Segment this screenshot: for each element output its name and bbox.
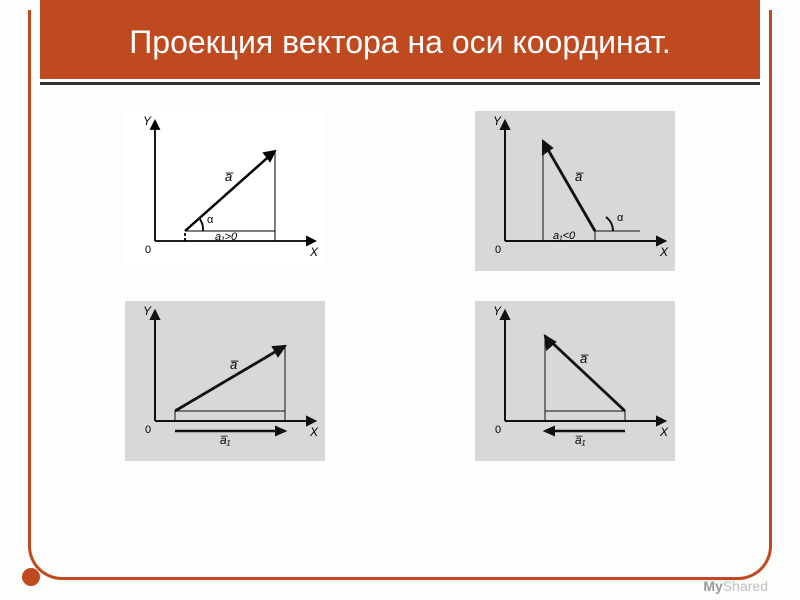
content-area: 0 X Y a̅ α a₁>0 — [0, 111, 800, 511]
corner-dot-icon — [22, 568, 40, 586]
diagram-grid: 0 X Y a̅ α a₁>0 — [90, 111, 710, 461]
y-axis-label: Y — [493, 304, 502, 318]
angle-label: α — [617, 212, 624, 224]
diagram-tr: 0 X Y a̅ α a₁<0 — [440, 111, 710, 271]
x-axis-label: X — [659, 245, 669, 259]
y-axis-label: Y — [143, 304, 152, 318]
origin-label: 0 — [145, 244, 151, 256]
x-axis-label: X — [309, 425, 319, 439]
origin-label: 0 — [495, 244, 501, 256]
diagram-tl: 0 X Y a̅ α a₁>0 — [90, 111, 360, 271]
watermark-suffix: Shared — [723, 578, 768, 594]
title-underline — [40, 82, 760, 85]
projection-label: a₁>0 — [215, 231, 238, 243]
diagram-bl: 0 X Y a̅ a̅₁ — [90, 301, 360, 461]
projection-label: a̅₁ — [220, 433, 231, 447]
watermark: MyShared — [703, 578, 768, 594]
angle-label: α — [207, 214, 214, 226]
title-bar: Проекция вектора на оси координат. — [40, 0, 760, 81]
projection-label: a̅₁ — [575, 433, 586, 447]
y-axis-label: Y — [143, 114, 152, 128]
projection-label: a₁<0 — [553, 230, 576, 242]
slide-title: Проекция вектора на оси координат. — [129, 24, 670, 60]
x-axis-label: X — [659, 425, 669, 439]
origin-label: 0 — [145, 424, 151, 436]
origin-label: 0 — [495, 424, 501, 436]
slide: Проекция вектора на оси координат. — [0, 0, 800, 600]
x-axis-label: X — [309, 245, 319, 259]
y-axis-label: Y — [493, 114, 502, 128]
watermark-prefix: My — [703, 578, 722, 594]
diagram-br: 0 X Y a̅ a̅₁ — [440, 301, 710, 461]
